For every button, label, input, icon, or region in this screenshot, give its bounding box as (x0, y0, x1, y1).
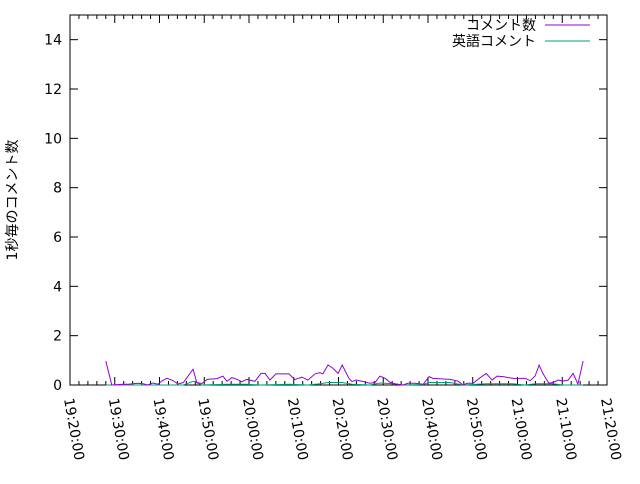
x-tick-label: 20:40:00 (418, 397, 445, 462)
plot-lines (105, 360, 584, 386)
x-tick-label: 19:40:00 (150, 397, 177, 462)
x-tick-label: 20:00:00 (239, 397, 266, 462)
axes: 0 2 4 6 8 10 12 14 19:20:00 19:30:00 19:40:00 19:50… (44, 14, 624, 462)
plot-border (69, 14, 608, 386)
series-line (105, 380, 584, 386)
x-tick-label: 21:10:00 (552, 397, 579, 462)
y-tick-label: 10 (44, 131, 62, 147)
y-tick-label: 12 (44, 82, 62, 98)
x-tick-label: 20:10:00 (284, 397, 311, 462)
y-tick-label: 2 (53, 329, 62, 345)
y-tick-label: 0 (53, 378, 62, 394)
y-tick-label: 4 (53, 279, 62, 295)
x-tick-label: 20:20:00 (329, 397, 356, 462)
x-tick-label: 20:30:00 (373, 397, 400, 462)
x-tick-label: 19:30:00 (105, 397, 132, 462)
legend-label: コメント数 (466, 18, 536, 34)
x-tick-label: 21:00:00 (508, 397, 535, 462)
y-tick-label: 6 (53, 230, 62, 246)
x-tick-label: 21:20:00 (597, 397, 624, 462)
y-axis-label: 1秒毎のコメント数 (5, 140, 21, 261)
x-tick-label: 19:20:00 (60, 397, 87, 462)
y-tick-label: 14 (44, 33, 62, 49)
x-tick-label: 19:50:00 (194, 397, 221, 462)
y-tick-label: 8 (53, 181, 62, 197)
x-tick-label: 20:50:00 (463, 397, 490, 462)
legend-label: 英語コメント (452, 33, 536, 50)
series-line (105, 360, 584, 386)
